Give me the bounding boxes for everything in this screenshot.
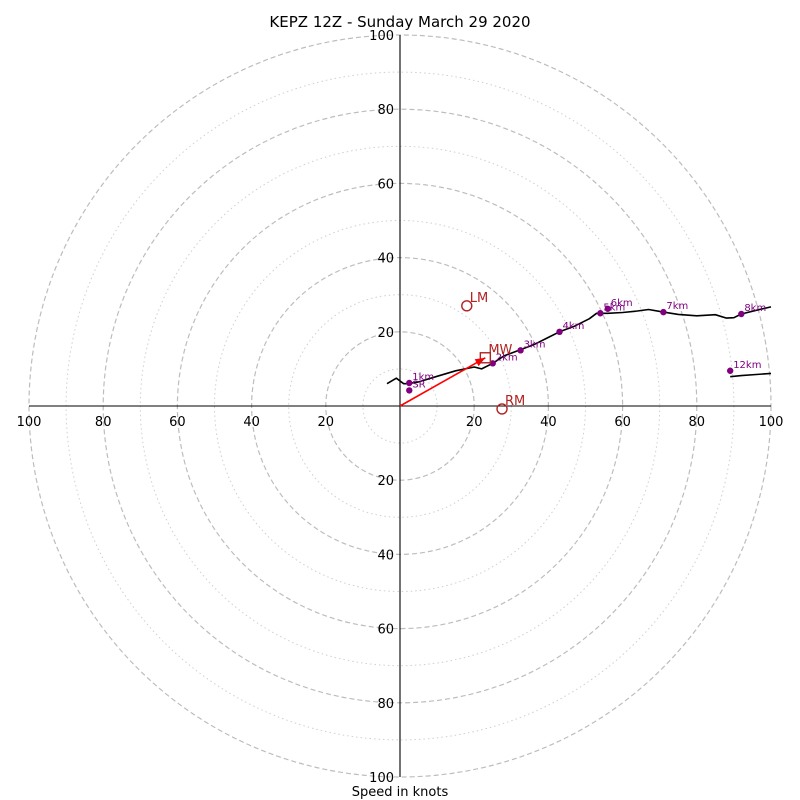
x-tick-label: 60 [169, 415, 186, 430]
height-marker-label: 1km [412, 372, 434, 383]
height-marker-label: 6km [611, 298, 633, 309]
y-tick-label: 80 [377, 697, 394, 712]
x-tick-label: 100 [17, 415, 42, 430]
height-marker-dot [406, 387, 413, 394]
y-tick-label: 40 [377, 252, 394, 267]
height-marker-label: 8km [744, 303, 766, 314]
y-tick-label: 20 [377, 474, 394, 489]
height-marker-dot [726, 367, 734, 374]
height-marker-label: SR [412, 379, 425, 390]
storm-vector-line [399, 357, 486, 407]
chart-title: KEPZ 12Z - Sunday March 29 2020 [269, 13, 530, 31]
height-marker-label: 12km [733, 360, 761, 371]
height-marker-dot [406, 379, 413, 387]
x-tick-label: 20 [466, 415, 483, 430]
height-marker-dot [738, 310, 745, 318]
x-tick-label: 60 [614, 415, 631, 430]
hodograph-trace [386, 306, 772, 385]
mean-wind-marker [479, 352, 492, 364]
y-tick-label: 100 [369, 771, 394, 786]
height-marker-label: 2km [496, 352, 518, 363]
y-tick-label: 20 [377, 326, 394, 341]
x-tick-label: 40 [540, 415, 557, 430]
x-tick-label: 100 [759, 415, 784, 430]
height-marker-dot [489, 360, 496, 367]
height-marker-dot [517, 347, 524, 354]
x-axis-label: Speed in knots [352, 785, 449, 800]
height-marker-label: 7km [666, 301, 688, 312]
y-tick-label: 60 [377, 177, 394, 192]
storm-motion-marker [496, 403, 508, 415]
storm-motion-markers: LM MW RM [461, 291, 525, 415]
x-tick-label: 80 [689, 415, 706, 430]
y-tick-label: 40 [377, 548, 394, 563]
x-tick-label: 20 [318, 415, 335, 430]
x-tick-label: 80 [95, 415, 112, 430]
height-marker-dot [604, 305, 611, 312]
height-marker-label: 3km [524, 339, 546, 350]
x-tick-label: 40 [243, 415, 260, 430]
hodograph-line [730, 372, 772, 378]
storm-motion-marker [461, 300, 473, 312]
y-tick-label: 60 [377, 623, 394, 638]
storm-motion-label: LM [470, 291, 488, 306]
y-tick-label: 80 [377, 103, 394, 118]
height-marker-label: 5km [603, 302, 625, 313]
height-marker-dot [660, 308, 667, 316]
storm-motion-label: MW [488, 343, 512, 358]
storm-motion-label: RM [505, 394, 525, 409]
tick-labels: 100 80 60 40 20 20 40 60 80 100 100 80 60 40 20 20 40 60 8… [17, 29, 784, 786]
hodograph-line [386, 306, 772, 385]
y-tick-label: 100 [369, 29, 394, 44]
height-marker-dot [556, 328, 563, 335]
height-marker-label: 4km [563, 321, 585, 332]
height-marker-dot [597, 310, 604, 317]
